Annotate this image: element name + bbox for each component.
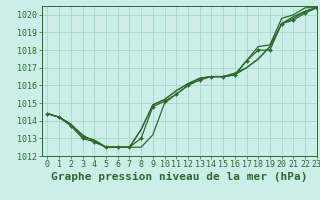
X-axis label: Graphe pression niveau de la mer (hPa): Graphe pression niveau de la mer (hPa) <box>51 172 308 182</box>
